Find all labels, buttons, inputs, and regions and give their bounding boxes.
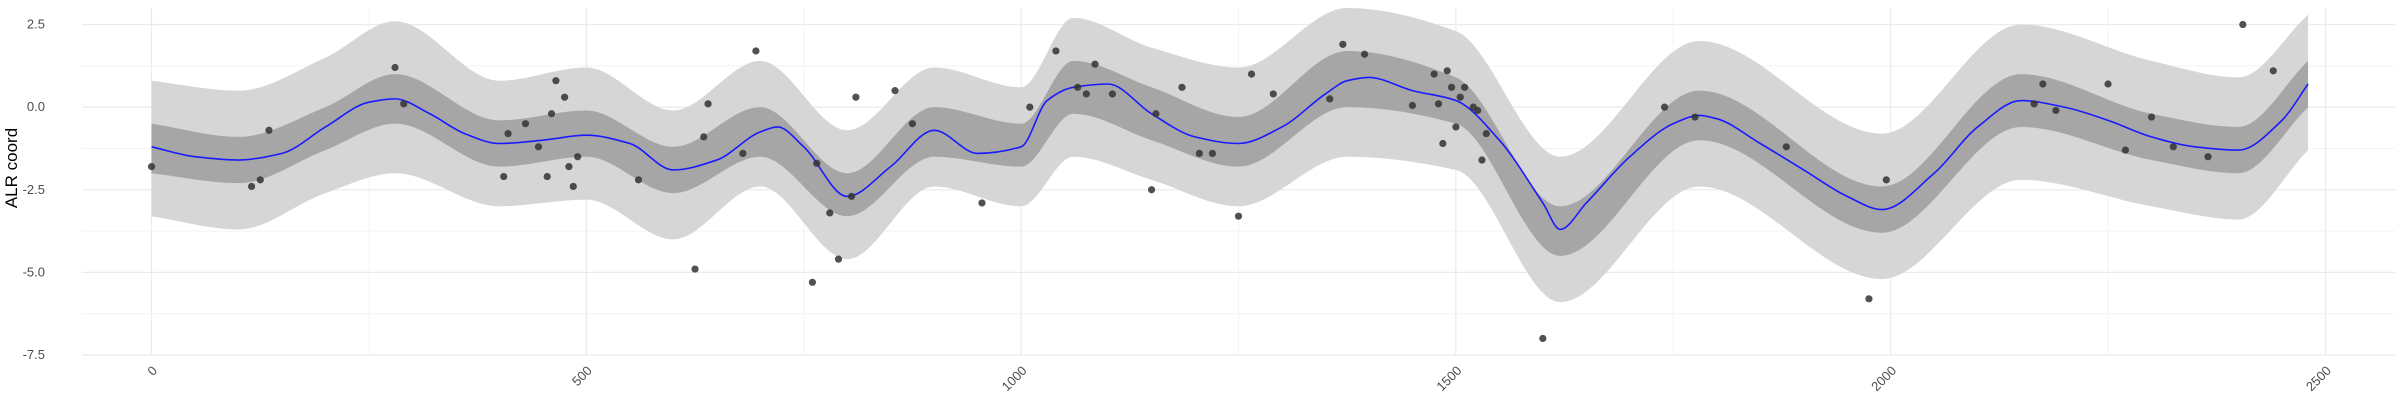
data-point bbox=[265, 126, 273, 134]
inner-band-area bbox=[151, 50, 2309, 256]
data-point bbox=[691, 265, 699, 273]
data-point bbox=[400, 100, 408, 108]
data-point bbox=[1326, 95, 1334, 103]
fit-line bbox=[151, 76, 2309, 231]
data-point bbox=[1026, 103, 1034, 111]
data-point bbox=[739, 149, 747, 158]
data-point bbox=[634, 176, 643, 184]
data-point bbox=[847, 192, 856, 200]
inner-confidence-band bbox=[151, 50, 2309, 256]
data-point bbox=[808, 278, 817, 286]
data-point bbox=[1865, 295, 1873, 303]
data-point bbox=[569, 182, 577, 191]
data-point bbox=[2104, 80, 2112, 88]
data-point bbox=[1360, 50, 1369, 58]
data-point bbox=[560, 93, 569, 101]
data-point bbox=[1434, 100, 1443, 108]
data-point bbox=[147, 163, 156, 171]
data-point bbox=[1482, 129, 1490, 138]
data-point bbox=[552, 77, 560, 85]
data-point bbox=[1108, 90, 1117, 98]
y-tick-label: 0.0 bbox=[27, 99, 45, 114]
data-point bbox=[752, 47, 760, 55]
data-point bbox=[1456, 93, 1464, 101]
data-point bbox=[1439, 139, 1447, 148]
data-point bbox=[2169, 143, 2177, 151]
data-point bbox=[2030, 100, 2038, 108]
data-point bbox=[256, 176, 264, 184]
data-point bbox=[1474, 106, 1482, 115]
data-point bbox=[1460, 83, 1469, 91]
data-point bbox=[1452, 123, 1460, 131]
data-point bbox=[1539, 334, 1547, 343]
data-point bbox=[1178, 83, 1186, 91]
data-point bbox=[2039, 80, 2047, 88]
data-point bbox=[2147, 113, 2156, 121]
y-axis-ticks: 2.5 0.0 -2.5 -5.0 -7.5 bbox=[23, 17, 45, 362]
data-point bbox=[247, 182, 256, 191]
x-tick-label: 0 bbox=[144, 363, 160, 379]
y-axis-title: ALR coord bbox=[2, 128, 21, 208]
y-tick-label: -7.5 bbox=[23, 347, 45, 362]
data-point bbox=[2269, 67, 2277, 75]
data-point bbox=[704, 100, 712, 108]
data-point bbox=[1074, 83, 1082, 91]
data-point bbox=[1247, 70, 1256, 78]
data-point bbox=[1430, 70, 1438, 78]
data-point bbox=[1195, 149, 1203, 158]
data-point bbox=[2239, 20, 2247, 29]
data-point bbox=[978, 199, 986, 207]
x-axis-ticks: 0 500 1000 1500 2000 2500 bbox=[144, 363, 2334, 394]
x-tick-label: 1500 bbox=[1433, 363, 1464, 394]
x-tick-label: 2500 bbox=[2303, 363, 2334, 394]
data-point bbox=[1339, 40, 1347, 48]
data-point bbox=[2052, 106, 2060, 115]
data-point bbox=[574, 153, 582, 161]
data-point bbox=[521, 120, 530, 128]
data-point bbox=[1782, 143, 1790, 151]
data-point bbox=[1052, 47, 1060, 55]
data-point bbox=[834, 255, 843, 263]
data-point bbox=[700, 133, 708, 141]
data-point bbox=[826, 209, 834, 217]
data-point bbox=[391, 63, 399, 72]
data-point bbox=[1082, 90, 1090, 98]
y-tick-label: -5.0 bbox=[23, 264, 45, 279]
data-point bbox=[1091, 60, 1099, 68]
x-tick-label: 500 bbox=[569, 363, 595, 389]
data-point bbox=[534, 143, 543, 151]
data-point bbox=[504, 129, 512, 138]
x-tick-label: 1000 bbox=[999, 363, 1030, 394]
data-point bbox=[1478, 156, 1486, 164]
data-point bbox=[2121, 146, 2130, 154]
data-point bbox=[1408, 101, 1417, 110]
data-point bbox=[1691, 113, 1699, 121]
y-tick-label: 2.5 bbox=[27, 17, 45, 32]
data-point bbox=[1269, 90, 1277, 98]
data-point bbox=[2204, 153, 2212, 161]
y-tick-label: -2.5 bbox=[23, 182, 45, 197]
data-point bbox=[547, 110, 556, 118]
data-point bbox=[1208, 149, 1217, 158]
data-point bbox=[852, 93, 860, 101]
data-point bbox=[1660, 103, 1669, 111]
data-point bbox=[891, 87, 899, 95]
data-point bbox=[813, 159, 821, 167]
data-point bbox=[500, 172, 508, 181]
data-point bbox=[1152, 110, 1160, 118]
data-point bbox=[565, 163, 573, 171]
x-tick-label: 2000 bbox=[1868, 363, 1899, 394]
data-point bbox=[908, 120, 917, 128]
data-point bbox=[1234, 212, 1243, 220]
data-point bbox=[1443, 67, 1451, 75]
data-point bbox=[1882, 176, 1890, 184]
smooth-line bbox=[151, 76, 2309, 231]
data-point bbox=[543, 172, 551, 181]
data-point bbox=[1447, 83, 1456, 91]
data-point bbox=[1147, 186, 1156, 194]
data-points bbox=[147, 20, 2277, 343]
